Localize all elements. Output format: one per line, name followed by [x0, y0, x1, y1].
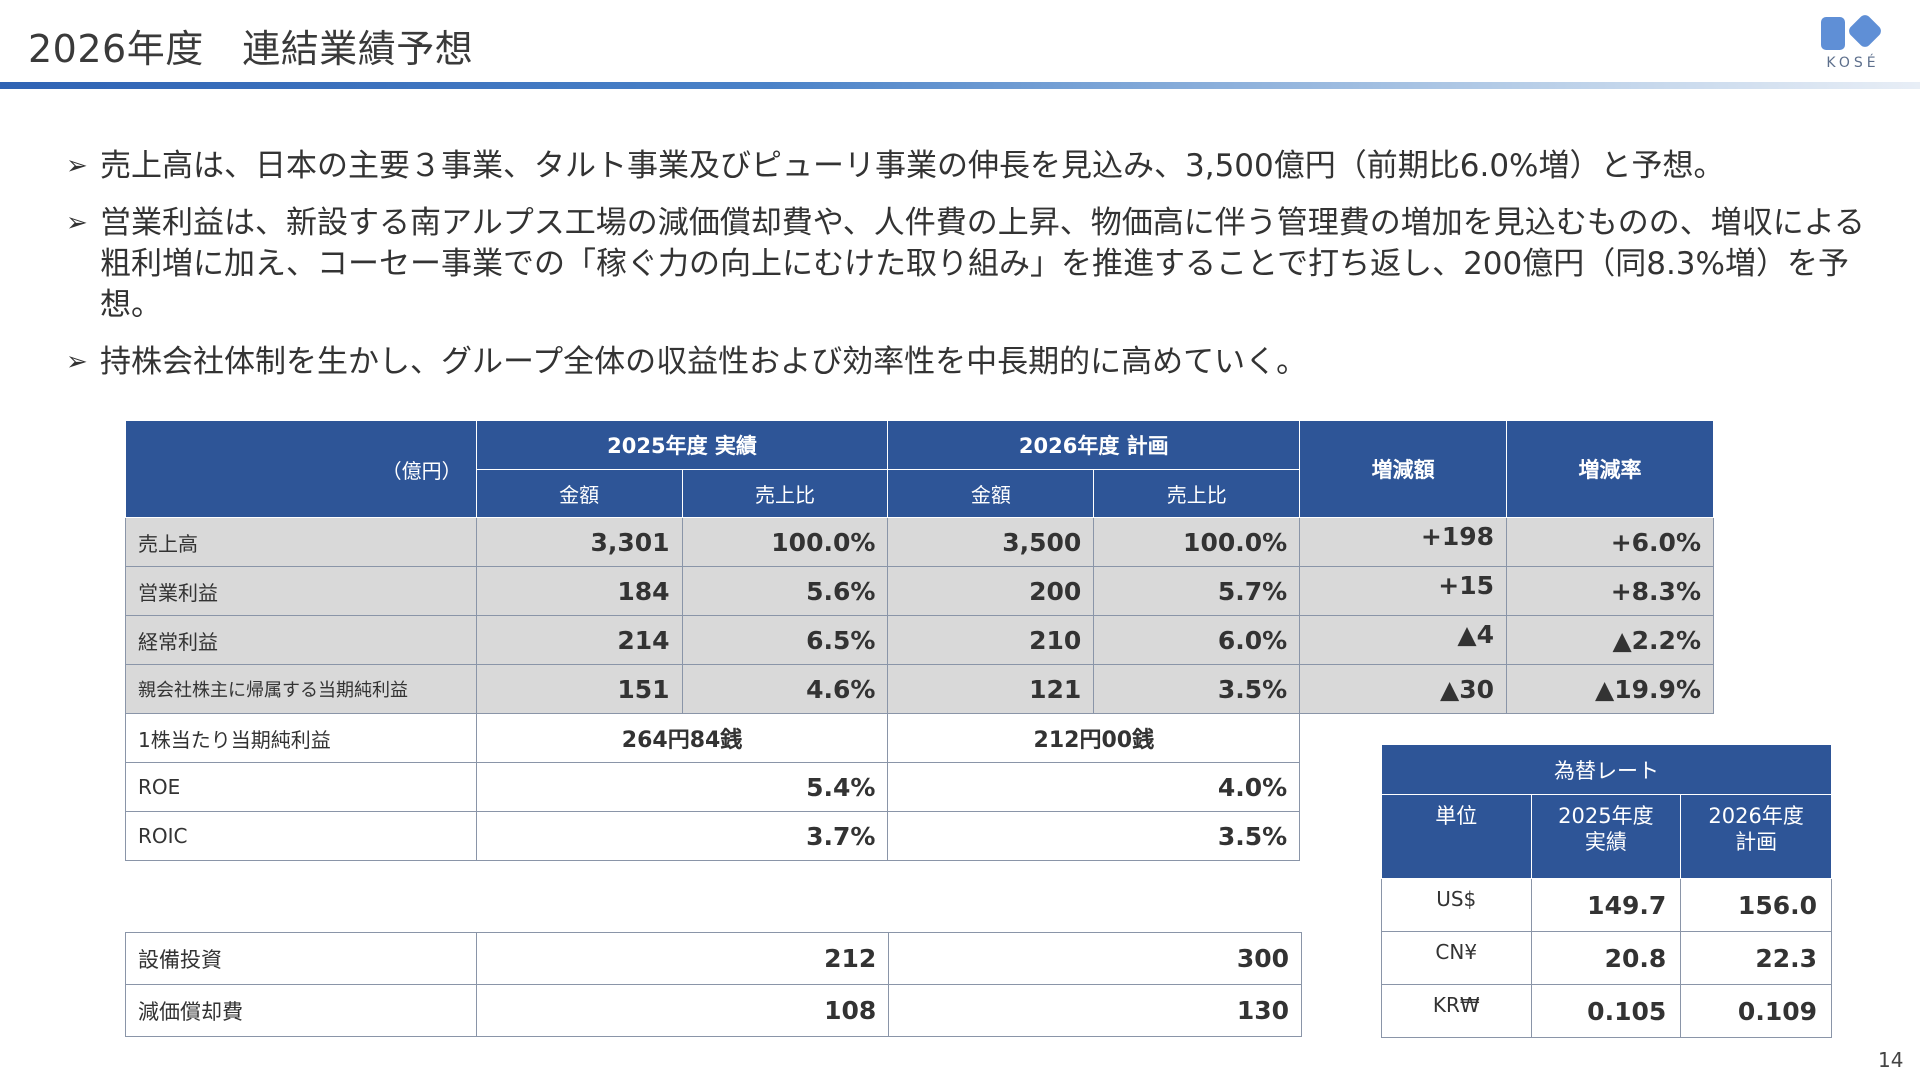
cell: 5.7%: [1093, 566, 1301, 616]
row-label: 経常利益: [125, 615, 477, 665]
cell: 4.0%: [887, 762, 1301, 812]
subheader-amount: 金額: [475, 469, 683, 518]
bullet-text: 営業利益は、新設する南アルプス工場の減価償却費や、人件費の上昇、物価高に伴う管理…: [100, 205, 1865, 323]
cell: 200: [887, 566, 1095, 616]
fx-header-2026: 2026年度 計画: [1680, 794, 1832, 879]
subheader-ratio: 売上比: [1093, 469, 1301, 518]
cell: +8.3%: [1506, 566, 1714, 616]
currency-label: CN¥: [1381, 931, 1532, 985]
cell: 121: [887, 664, 1095, 714]
subheader-amount: 金額: [887, 469, 1095, 518]
fx-header-2026-line1: 2026年度: [1708, 804, 1804, 828]
table-row: 売上高 3,301 100.0% 3,500 100.0% +198 +6.0%: [125, 517, 1714, 567]
fx-header-2025-line1: 2025年度: [1558, 804, 1654, 828]
logo-text: KOSÉ: [1826, 55, 1880, 71]
cell: 5.4%: [475, 762, 889, 812]
cell: 100.0%: [1093, 517, 1301, 567]
title-underline: [0, 82, 1920, 89]
cell: 0.109: [1680, 984, 1832, 1038]
cell: 22.3: [1680, 931, 1832, 985]
capex-table: 設備投資 212 300 減価償却費 108 130: [125, 932, 1302, 1037]
row-label: 親会社株主に帰属する当期純利益: [125, 664, 477, 714]
bullet-arrow-icon: ➢: [66, 208, 88, 238]
bullet-item: ➢ 営業利益は、新設する南アルプス工場の減価償却費や、人件費の上昇、物価高に伴う…: [66, 203, 1866, 326]
cell: 130: [888, 984, 1302, 1037]
cell: +15: [1299, 566, 1508, 616]
cell: 156.0: [1680, 878, 1832, 932]
fx-rate-table: 為替レート 単位 2025年度 実績 2026年度 計画 US$ 149.7 1…: [1381, 744, 1832, 1038]
row-label: 営業利益: [125, 566, 477, 616]
bullet-text: 売上高は、日本の主要３事業、タルト事業及びピューリ事業の伸長を見込み、3,500…: [100, 148, 1725, 184]
subheader-ratio: 売上比: [681, 469, 889, 518]
row-label: ROE: [125, 762, 477, 812]
table-row: 親会社株主に帰属する当期純利益 151 4.6% 121 3.5% ▲30 ▲1…: [125, 664, 1714, 714]
cell: 5.6%: [681, 566, 889, 616]
cell: +198: [1299, 517, 1508, 567]
table-row: KR₩ 0.105 0.109: [1381, 984, 1832, 1038]
cell: 4.6%: [681, 664, 889, 714]
table-row: 1株当たり当期純利益 264円84銭 212円00銭: [125, 713, 1714, 763]
cell: 6.5%: [681, 615, 889, 665]
cell: 210: [887, 615, 1095, 665]
fx-title: 為替レート: [1381, 744, 1832, 795]
cell: 100.0%: [681, 517, 889, 567]
cell: ▲4: [1299, 615, 1508, 665]
cell: 212円00銭: [887, 713, 1301, 763]
unit-label: （億円）: [125, 420, 477, 518]
header-change: 増減額: [1299, 420, 1508, 518]
row-label: ROIC: [125, 811, 477, 861]
bullet-arrow-icon: ➢: [66, 347, 88, 377]
cell: 108: [475, 984, 890, 1037]
header-2026-plan: 2026年度 計画: [887, 420, 1301, 470]
table-row: CN¥ 20.8 22.3: [1381, 931, 1832, 985]
cell: ▲2.2%: [1506, 615, 1714, 665]
cell: 3,500: [887, 517, 1095, 567]
cell: 214: [475, 615, 683, 665]
row-label: 減価償却費: [125, 984, 477, 1037]
cell: 212: [475, 932, 890, 985]
cell: 3.5%: [1093, 664, 1301, 714]
cell: 3,301: [475, 517, 683, 567]
header-2025-actual: 2025年度 実績: [475, 420, 889, 470]
table-row: 設備投資 212 300: [125, 932, 1302, 985]
bullet-item: ➢ 持株会社体制を生かし、グループ全体の収益性および効率性を中長期的に高めていく…: [66, 342, 1866, 383]
table-row: 営業利益 184 5.6% 200 5.7% +15 +8.3%: [125, 566, 1714, 616]
page-title: 2026年度 連結業績予想: [28, 27, 474, 71]
currency-label: KR₩: [1381, 984, 1532, 1038]
fx-header-unit: 単位: [1381, 794, 1532, 879]
cell: 184: [475, 566, 683, 616]
page-number: 14: [1878, 1048, 1904, 1072]
row-label: 売上高: [125, 517, 477, 567]
cell: ▲30: [1299, 664, 1508, 714]
cell: 300: [888, 932, 1302, 985]
cell: 151: [475, 664, 683, 714]
cell: 20.8: [1530, 931, 1682, 985]
cell: 264円84銭: [475, 713, 889, 763]
bullet-text: 持株会社体制を生かし、グループ全体の収益性および効率性を中長期的に高めていく。: [100, 344, 1308, 380]
results-table: （億円） 2025年度 実績 2026年度 計画 増減額 増減率 金額 売上比 …: [125, 420, 1714, 861]
cell: 3.7%: [475, 811, 889, 861]
kose-logo-icon: [1821, 15, 1881, 50]
table-row: US$ 149.7 156.0: [1381, 878, 1832, 932]
fx-header-2025-line2: 実績: [1584, 830, 1627, 854]
cell: 3.5%: [887, 811, 1301, 861]
fx-header-2025: 2025年度 実績: [1530, 794, 1682, 879]
table-row: 経常利益 214 6.5% 210 6.0% ▲4 ▲2.2%: [125, 615, 1714, 665]
cell: 6.0%: [1093, 615, 1301, 665]
bullet-arrow-icon: ➢: [66, 151, 88, 181]
cell: 149.7: [1530, 878, 1682, 932]
bullet-list: ➢ 売上高は、日本の主要３事業、タルト事業及びピューリ事業の伸長を見込み、3,5…: [66, 146, 1866, 399]
bullet-item: ➢ 売上高は、日本の主要３事業、タルト事業及びピューリ事業の伸長を見込み、3,5…: [66, 146, 1866, 187]
currency-label: US$: [1381, 878, 1532, 932]
table-row: 減価償却費 108 130: [125, 984, 1302, 1037]
cell: 0.105: [1530, 984, 1682, 1038]
cell: +6.0%: [1506, 517, 1714, 567]
header-rate: 増減率: [1506, 420, 1714, 518]
row-label: 設備投資: [125, 932, 477, 985]
cell: ▲19.9%: [1506, 664, 1714, 714]
fx-header-2026-line2: 計画: [1735, 830, 1778, 854]
row-label: 1株当たり当期純利益: [125, 713, 477, 763]
